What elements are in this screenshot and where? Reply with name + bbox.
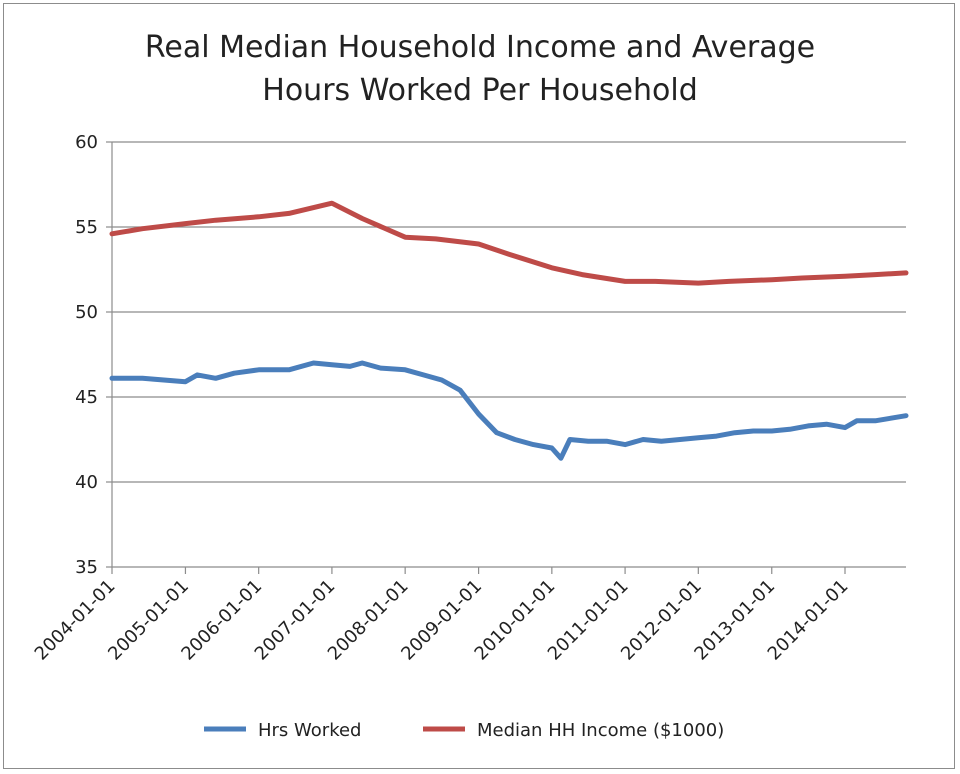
chart-title-line-1: Real Median Household Income and Average <box>144 30 816 65</box>
legend-label-median-income: Median HH Income ($1000) <box>477 720 724 741</box>
gridlines <box>112 141 906 483</box>
legend: Hrs Worked Median HH Income ($1000) <box>204 720 724 741</box>
axes <box>111 142 906 568</box>
x-axis-ticks: 2004-01-012005-01-012006-01-012007-01-01… <box>31 567 853 665</box>
y-tick-label: 45 <box>75 387 98 408</box>
y-tick-label: 35 <box>75 557 98 578</box>
y-tick-label: 60 <box>75 132 98 153</box>
chart-title-line-2: Hours Worked Per Household <box>262 73 698 108</box>
y-tick-label: 40 <box>75 472 98 493</box>
chart-frame <box>3 3 955 769</box>
legend-label-hrs-worked: Hrs Worked <box>258 720 361 741</box>
y-tick-label: 50 <box>75 302 98 323</box>
series-line-median-income <box>109 200 909 286</box>
series-line-hrs-worked <box>109 360 909 461</box>
series-lines <box>109 200 909 461</box>
y-tick-label: 55 <box>75 217 98 238</box>
y-axis-ticks: 35 40 45 50 55 60 <box>75 132 112 578</box>
